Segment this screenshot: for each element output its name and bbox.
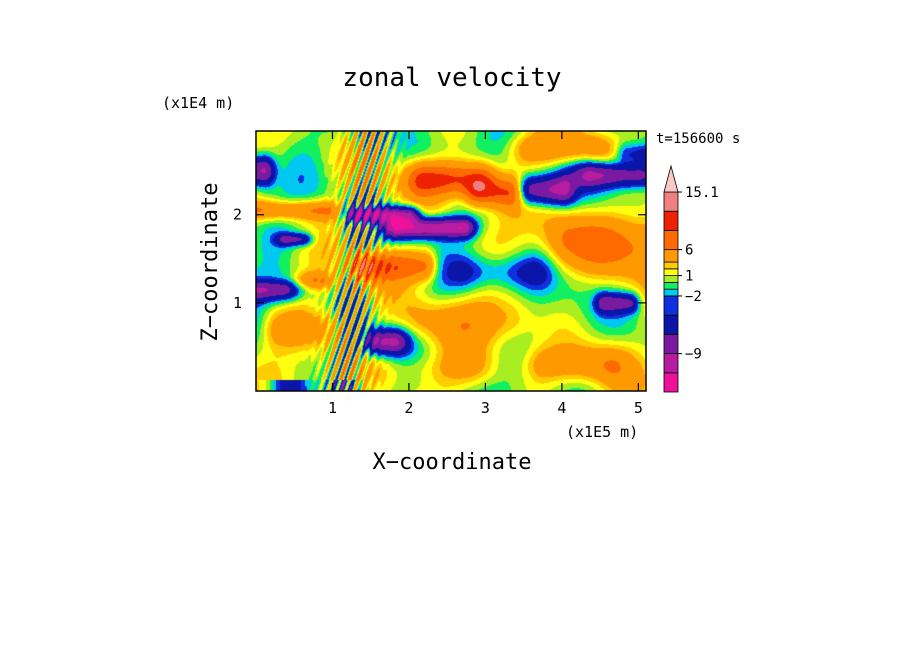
colorbar-segment (663, 275, 679, 283)
y-tick-label: 2 (233, 206, 242, 224)
x-tick-label: 1 (328, 399, 337, 417)
colorbar-segment (663, 210, 679, 231)
colorbar-label: 15.1 (685, 185, 719, 201)
y-unit-label: (x1E4 m) (162, 94, 234, 112)
colorbar-label: 1 (685, 269, 693, 285)
colorbar-segment (663, 249, 679, 263)
y-axis-ticks: 12 (233, 206, 646, 312)
colorbar-segment (663, 288, 679, 297)
colorbar-segment (663, 295, 679, 316)
colorbar-segment (663, 230, 679, 251)
colorbar-segment (663, 372, 679, 393)
y-tick-label: 1 (233, 294, 242, 312)
colorbar-label: −2 (685, 289, 702, 305)
colorbar-segment (663, 261, 679, 270)
x-axis-ticks: 1 2 3 4 5 (328, 131, 643, 417)
colorbar-segment (663, 281, 679, 290)
colorbar-segment (663, 333, 679, 354)
colorbar-segment (663, 191, 679, 212)
colorbar-segment (663, 314, 679, 335)
colorbar: 15.1 6 1 −2 −9 (663, 164, 719, 393)
colorbar-label: 6 (685, 243, 693, 259)
contour-plot-area (255, 130, 647, 392)
time-label: t=156600 s (656, 131, 740, 147)
colorbar-segment (663, 268, 679, 277)
colorbar-label: −9 (685, 347, 702, 363)
x-unit-label: (x1E5 m) (566, 423, 638, 441)
x-tick-label: 3 (481, 399, 490, 417)
plot-frame (255, 130, 647, 392)
contour-field (256, 131, 646, 391)
colorbar-segment (663, 353, 679, 374)
x-axis-label: X−coordinate (373, 450, 532, 475)
x-tick-label: 2 (404, 399, 413, 417)
colorbar-extend-arrow (663, 164, 679, 193)
x-tick-label: 5 (634, 399, 643, 417)
chart-title: zonal velocity (342, 63, 561, 93)
x-tick-label: 4 (557, 399, 566, 417)
y-axis-label: Z−coordinate (198, 183, 223, 342)
